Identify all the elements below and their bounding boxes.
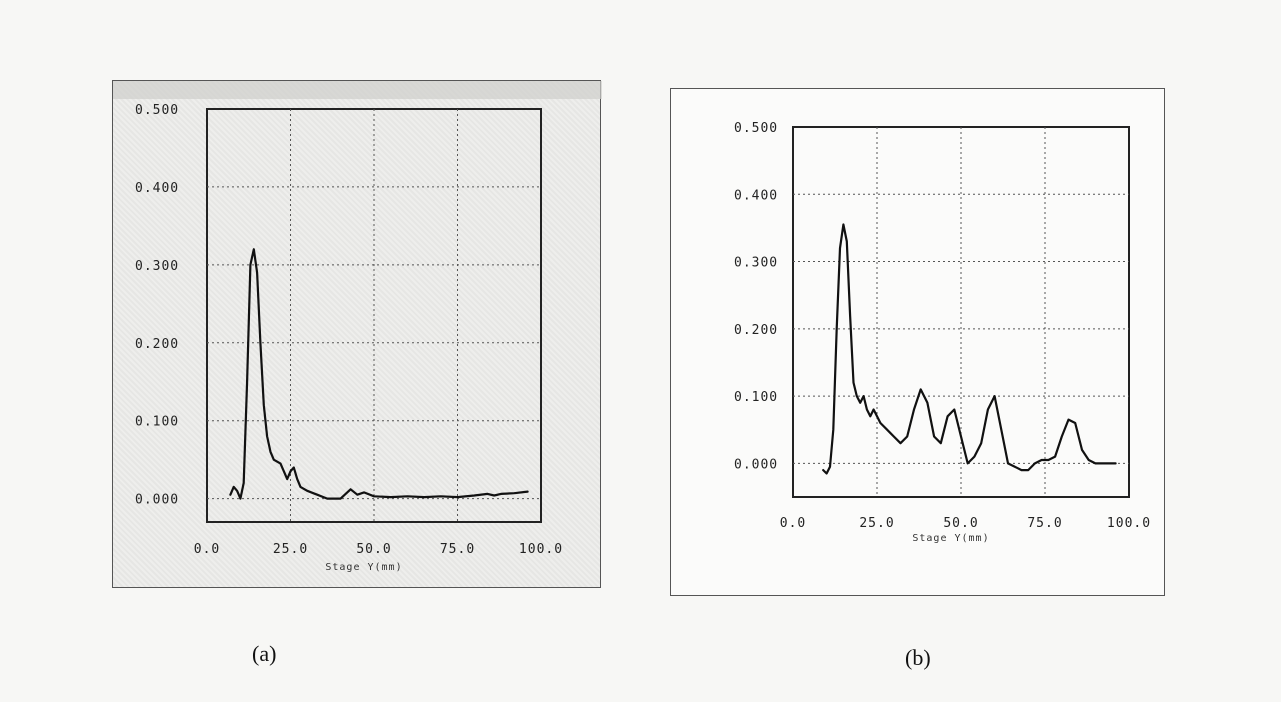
chart-panel-b: 0.0 25.0 50.0 75.0 100.0 0.000 0.100 0.200 0.300… [670,88,1165,596]
charta-x-tick-label: 100.0 [519,542,563,557]
charta-y-tick-label: 0.300 [135,259,179,274]
charta-y-tick-label: 0.400 [135,181,179,196]
chartb-y-tick-label: 0.000 [734,457,778,472]
chartb-x-tick-label: 25.0 [859,516,894,531]
chartb-x-tick-label: 75.0 [1027,516,1062,531]
chartb-series-line [822,223,1117,475]
charta-y-tick-label: 0.000 [135,493,179,508]
chartb-x-tick-label: 50.0 [943,516,978,531]
charta-y-tick-label: 0.200 [135,337,179,352]
charta-x-tick-label: 25.0 [273,542,308,557]
caption-a: (a) [252,641,277,666]
chartb-y-tick-label: 0.400 [734,188,778,203]
caption-b: (b) [905,645,931,670]
chartb-x-tick-label: 100.0 [1107,516,1151,531]
chartb-x-axis-label: Stage Y(mm) [912,533,989,544]
charta-x-tick-label: 50.0 [356,542,391,557]
chartb-y-tick-label: 0.200 [734,323,778,338]
charta-y-tick-label: 0.100 [135,415,179,430]
chartb-y-tick-label: 0.300 [734,256,778,271]
chart-panel-a: 0.0 25.0 50.0 75.0 100.0 0.000 0.100 0.200 0.300… [112,80,602,588]
chartb-y-tick-label: 0.100 [734,390,778,405]
chartb-y-tick-label: 0.500 [734,121,778,136]
charta-series-line [229,248,529,500]
charta-x-tick-label: 0.0 [194,542,220,557]
charta-y-tick-label: 0.500 [135,103,179,118]
chartb-x-tick-label: 0.0 [780,516,806,531]
line-chart-b: 0.0 25.0 50.0 75.0 100.0 0.000 0.100 0.200 0.300… [734,121,1151,544]
charta-scan-shade [113,81,602,99]
charta-x-tick-label: 75.0 [440,542,475,557]
line-chart-a: 0.0 25.0 50.0 75.0 100.0 0.000 0.100 0.200 0.300… [113,81,602,573]
charta-x-axis-label: Stage Y(mm) [325,562,402,573]
